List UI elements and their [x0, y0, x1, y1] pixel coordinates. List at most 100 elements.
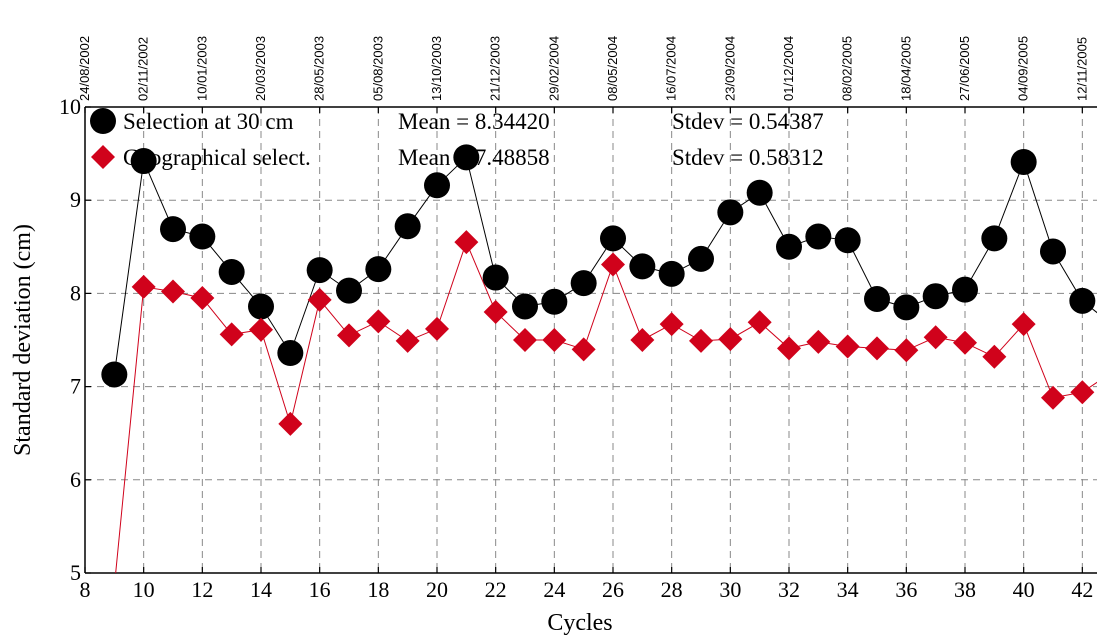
data-point-selection	[189, 223, 216, 250]
data-point-geographical	[366, 309, 391, 334]
data-point-geographical	[219, 322, 244, 347]
data-point-selection	[1069, 287, 1096, 314]
y-tick-label: 8	[70, 280, 81, 305]
legend-marker-geographical	[91, 145, 115, 169]
date-tick-label: 12/11/2005	[1074, 37, 1089, 101]
date-tick-label: 04/09/2005	[1016, 36, 1031, 101]
data-point-selection	[981, 225, 1008, 252]
data-point-selection	[424, 172, 450, 199]
data-point-geographical	[777, 336, 801, 361]
data-point-geographical	[161, 279, 185, 304]
data-point-geographical	[1011, 312, 1036, 337]
legend-label: Selection at 30 cm	[123, 109, 294, 134]
x-axis-title: Cycles	[547, 610, 612, 635]
x-tick-label: 22	[485, 577, 507, 602]
y-tick-label: 5	[70, 560, 81, 585]
date-tick-label: 10/01/2003	[194, 36, 209, 101]
data-point-selection	[130, 148, 157, 175]
x-tick-label: 38	[954, 577, 976, 602]
date-tick-label: 20/03/2003	[253, 36, 268, 101]
data-point-selection	[805, 223, 832, 250]
data-point-selection	[600, 225, 626, 252]
legend-mean: Mean = 7.48858	[398, 145, 550, 170]
data-point-selection	[570, 270, 597, 297]
x-tick-label: 32	[778, 577, 800, 602]
date-tick-label: 16/07/2004	[664, 36, 679, 101]
data-point-geographical	[865, 336, 889, 361]
legend-stdev: Stdev = 0.54387	[672, 109, 824, 134]
data-point-geographical	[131, 274, 156, 299]
data-point-selection	[512, 293, 538, 320]
legend-label: Geographical select.	[123, 145, 311, 170]
axes	[84, 106, 1097, 574]
date-tick-labels: 24/08/2002 02/11/2002 10/01/2003 20/03/2003…	[77, 36, 1089, 101]
data-point-geographical	[659, 312, 684, 337]
data-point-selection	[629, 253, 656, 280]
x-tick-label: 20	[426, 577, 448, 602]
date-tick-label: 29/02/2004	[546, 36, 561, 101]
legend: Selection at 30 cm Mean = 8.34420 Stdev = …	[90, 108, 824, 170]
data-point-geographical	[747, 310, 772, 335]
data-point-geographical	[630, 328, 655, 352]
data-point-selection	[160, 216, 186, 243]
data-point-selection	[306, 257, 333, 284]
x-tick-label: 24	[543, 577, 565, 602]
data-point-selection	[776, 233, 802, 260]
y-tick-label: 7	[70, 374, 81, 399]
data-point-selection	[248, 293, 274, 320]
data-point-selection	[482, 264, 509, 291]
data-point-geographical	[542, 328, 567, 352]
data-point-geographical	[835, 334, 860, 359]
data-series	[101, 144, 1097, 599]
data-point-selection	[717, 199, 744, 226]
date-tick-label: 01/12/2004	[781, 36, 796, 101]
date-tick-label: 08/05/2004	[605, 36, 620, 101]
data-point-geographical	[395, 328, 420, 353]
x-tick-label: 26	[602, 577, 624, 602]
x-tick-label: 8	[80, 577, 91, 602]
data-point-selection	[658, 260, 685, 287]
data-point-selection	[893, 294, 920, 321]
x-tick-label: 10	[133, 577, 155, 602]
data-point-geographical	[894, 338, 919, 363]
date-tick-label: 24/08/2002	[77, 36, 92, 101]
data-point-selection	[453, 144, 480, 171]
x-tick-label: 14	[250, 577, 272, 602]
x-tick-label: 16	[309, 577, 331, 602]
data-point-selection	[101, 361, 128, 388]
data-point-selection	[688, 245, 714, 272]
data-point-geographical	[1070, 380, 1095, 405]
data-point-geographical	[718, 327, 743, 352]
data-point-selection	[1040, 238, 1066, 265]
data-point-selection	[541, 288, 568, 315]
data-point-selection	[864, 285, 890, 312]
legend-mean: Mean = 8.34420	[398, 109, 550, 134]
data-point-geographical	[337, 323, 361, 348]
data-point-selection	[922, 283, 949, 310]
data-point-geographical	[278, 411, 303, 436]
data-point-geographical	[571, 337, 596, 362]
data-point-selection	[834, 227, 861, 254]
date-tick-label: 27/06/2005	[957, 36, 972, 101]
y-tick-label: 6	[70, 467, 81, 492]
data-point-geographical	[806, 329, 831, 354]
date-tick-label: 02/11/2002	[136, 37, 151, 101]
data-point-selection	[952, 276, 978, 303]
date-tick-label: 08/02/2005	[840, 36, 855, 101]
x-tick-label: 18	[367, 577, 389, 602]
data-point-geographical	[102, 575, 126, 599]
legend-marker-selection	[90, 108, 116, 134]
date-tick-label: 28/05/2003	[312, 36, 327, 101]
y-tick-label: 9	[70, 187, 81, 212]
data-point-geographical	[982, 344, 1007, 369]
x-tick-label: 42	[1071, 577, 1093, 602]
data-point-geographical	[923, 325, 948, 350]
legend-stdev: Stdev = 0.58312	[672, 145, 824, 170]
data-point-selection	[1010, 148, 1037, 175]
data-point-selection	[277, 340, 304, 367]
data-point-geographical	[1041, 385, 1065, 410]
data-point-geographical	[601, 252, 625, 277]
date-tick-label: 05/08/2003	[370, 36, 385, 101]
data-point-geographical	[249, 317, 273, 342]
